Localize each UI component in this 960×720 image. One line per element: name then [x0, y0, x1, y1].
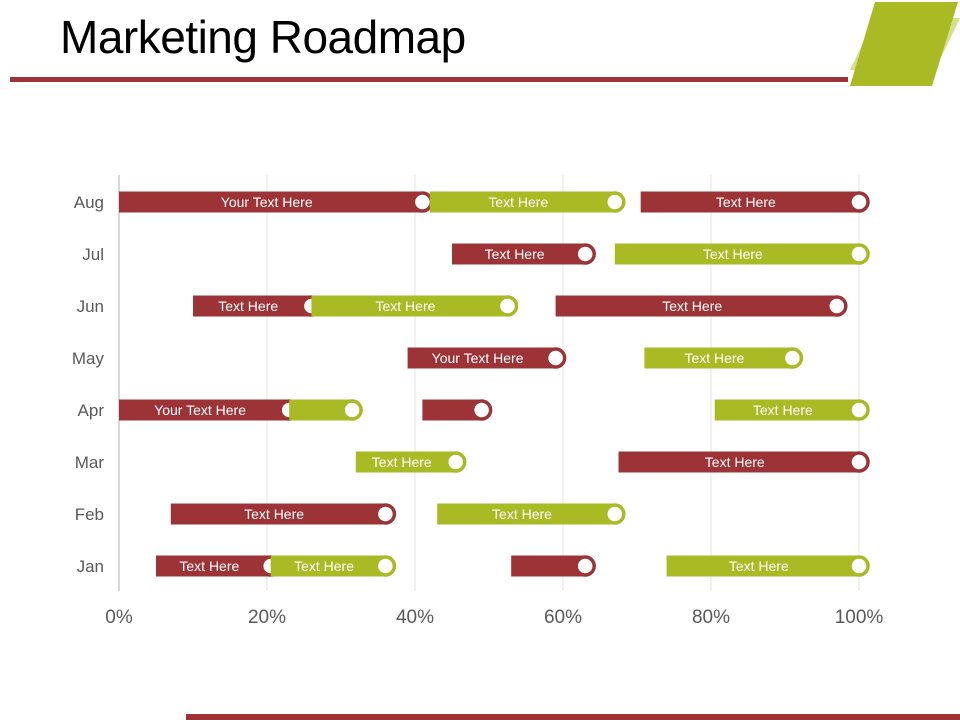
roadmap-bar: [666, 555, 859, 577]
bar-end-marker: [574, 555, 596, 577]
y-tick-label: May: [72, 349, 105, 368]
page-title: Marketing Roadmap: [60, 11, 466, 63]
bar-end-marker: [374, 503, 397, 525]
bar-label: Text Here: [729, 558, 789, 574]
bar-label: Text Here: [703, 246, 763, 262]
bar-label: Text Here: [375, 298, 435, 314]
bar-label: Your Text Here: [154, 402, 246, 418]
roadmap-bar: [437, 503, 615, 525]
x-tick-label: 100%: [835, 607, 884, 628]
x-tick-label: 20%: [248, 607, 286, 628]
roadmap-bar: [644, 347, 793, 369]
bar-end-marker: [444, 451, 467, 473]
y-tick-label: Apr: [78, 401, 105, 420]
green-parallelogram: [850, 2, 958, 86]
bar-end-marker: [848, 555, 870, 577]
bar-label: Text Here: [662, 298, 722, 314]
roadmap-bar: [640, 191, 859, 213]
x-tick-label: 40%: [396, 607, 434, 628]
y-tick-label: Jul: [82, 245, 104, 264]
bar-end-marker: [374, 555, 397, 577]
roadmap-bar: [119, 191, 423, 213]
bar-end-marker: [848, 243, 870, 265]
bar-end-marker: [848, 191, 870, 213]
bar-label: Text Here: [294, 558, 354, 574]
bar-label: Text Here: [716, 194, 776, 210]
bar-end-marker: [604, 191, 626, 213]
bar-end-marker: [496, 295, 519, 317]
y-tick-label: Feb: [75, 505, 104, 524]
roadmap-bar: [618, 451, 859, 473]
roadmap-bar: [270, 555, 386, 577]
bar-label: Your Text Here: [432, 350, 524, 366]
bar-label: Text Here: [485, 246, 545, 262]
bar-end-marker: [781, 347, 804, 369]
y-tick-label: Mar: [75, 453, 105, 472]
x-tick-label: 0%: [105, 607, 133, 628]
y-tick-label: Jan: [77, 557, 104, 576]
bar-label: Text Here: [244, 506, 304, 522]
roadmap-bar: [170, 503, 386, 525]
bar-end-marker: [604, 503, 626, 525]
bar-label: Your Text Here: [221, 194, 313, 210]
x-tick-label: 80%: [692, 607, 730, 628]
bar-end-marker: [544, 347, 567, 369]
bar-end-marker: [848, 451, 870, 473]
roadmap-bar: [429, 191, 615, 213]
bar-label: Text Here: [684, 350, 744, 366]
bar-label: Text Here: [705, 454, 765, 470]
bar-label: Text Here: [488, 194, 548, 210]
roadmap-bar: [193, 295, 312, 317]
roadmap-bar: [452, 243, 586, 265]
roadmap-bar: [422, 399, 482, 421]
roadmap-bar: [289, 399, 353, 421]
bar-label: Text Here: [753, 402, 813, 418]
bar-label: Text Here: [218, 298, 278, 314]
roadmap-bar: [355, 451, 456, 473]
roadmap-bar: [119, 399, 290, 421]
roadmap-bar: [511, 555, 586, 577]
x-tick-label: 60%: [544, 607, 582, 628]
roadmap-bar: [614, 243, 859, 265]
bar-label: Text Here: [179, 558, 239, 574]
bar-label: Text Here: [372, 454, 432, 470]
bar-label: Text Here: [492, 506, 552, 522]
bar-end-marker: [826, 295, 848, 317]
footer-rule: [186, 714, 960, 720]
bar-end-marker: [848, 399, 870, 421]
bar-end-marker: [574, 243, 596, 265]
y-tick-label: Aug: [74, 193, 104, 212]
roadmap-bar: [156, 555, 271, 577]
roadmap-bar: [311, 295, 508, 317]
title-underline: [10, 77, 848, 82]
bar-end-marker: [470, 399, 493, 421]
bar-end-marker: [411, 191, 434, 213]
roadmap-bar: [407, 347, 556, 369]
roadmap-bar: [555, 295, 837, 317]
y-tick-label: Jun: [77, 297, 104, 316]
roadmap-bar: [714, 399, 859, 421]
bar-end-marker: [341, 399, 363, 421]
